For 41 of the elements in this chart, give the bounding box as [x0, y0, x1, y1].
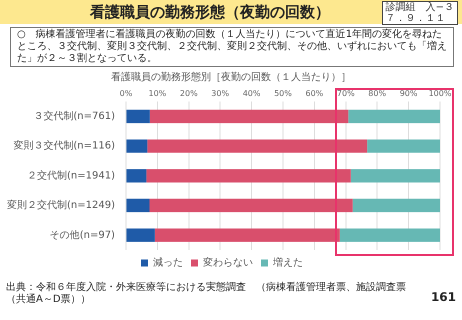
x-tick-label: 70%: [336, 88, 356, 98]
bar: [350, 169, 440, 182]
x-tick-label: 100%: [428, 88, 452, 98]
source-note: 出典：令和６年度入院・外来医療等における実態調査 （病棟看護管理者票、施設調査票（共通A～D票））: [6, 282, 406, 306]
bar: [146, 169, 351, 182]
x-tick-label: 80%: [368, 88, 386, 98]
bar: [126, 228, 155, 242]
text: 看護職員の勤務形態別［夜勤の回数（１人当たり）］: [110, 70, 352, 84]
bar: [147, 139, 368, 153]
bar: [154, 228, 340, 242]
bar: [126, 110, 150, 124]
legend-label: 減った: [153, 256, 183, 269]
x-tick-label: 60%: [305, 88, 324, 98]
text: 161: [430, 290, 456, 304]
y-tick-label: ３交代制(n=761): [33, 110, 116, 122]
bar: [150, 110, 348, 124]
y-tick-label: 変則２交代制(n=1249): [7, 199, 116, 212]
x-tick-label: 0%: [120, 88, 133, 98]
x-tick-label: 20%: [180, 88, 198, 98]
chart-subtitle: ○ 病棟看護管理者に看護職員の夜勤の回数（１人当たり）について直近1年間の変化を尋ねたところ、３交代制、変則３交代制、２交代制、変則２交代制、その他、いずれにおいても「増えた」が２～３割となっている。: [10, 27, 454, 67]
text: 診調組 入−３: [386, 2, 454, 13]
bar: [126, 198, 150, 212]
bar: [126, 139, 148, 153]
bar: [340, 228, 440, 242]
bar: [352, 198, 440, 212]
legend-label: 増えた: [272, 256, 303, 269]
bar: [126, 169, 146, 182]
bar: [348, 110, 440, 124]
y-tick-label: ２交代制(n=1941): [27, 169, 116, 182]
bar: [367, 139, 440, 153]
x-tick-label: 40%: [242, 88, 261, 98]
y-tick-label: 変則３交代制(n=116): [13, 140, 116, 152]
x-tick-label: 90%: [400, 88, 418, 98]
x-tick-label: 50%: [274, 88, 292, 98]
legend-label: 変わらない: [203, 256, 253, 269]
x-tick-label: 30%: [211, 88, 230, 98]
y-tick-label: その他(n=97): [50, 228, 116, 241]
chart-title: 看護職員の勤務形態（夜勤の回数）: [88, 3, 331, 22]
bar: [150, 198, 353, 212]
text: ７．９．１１: [386, 13, 447, 24]
x-tick-label: 10%: [148, 88, 167, 98]
